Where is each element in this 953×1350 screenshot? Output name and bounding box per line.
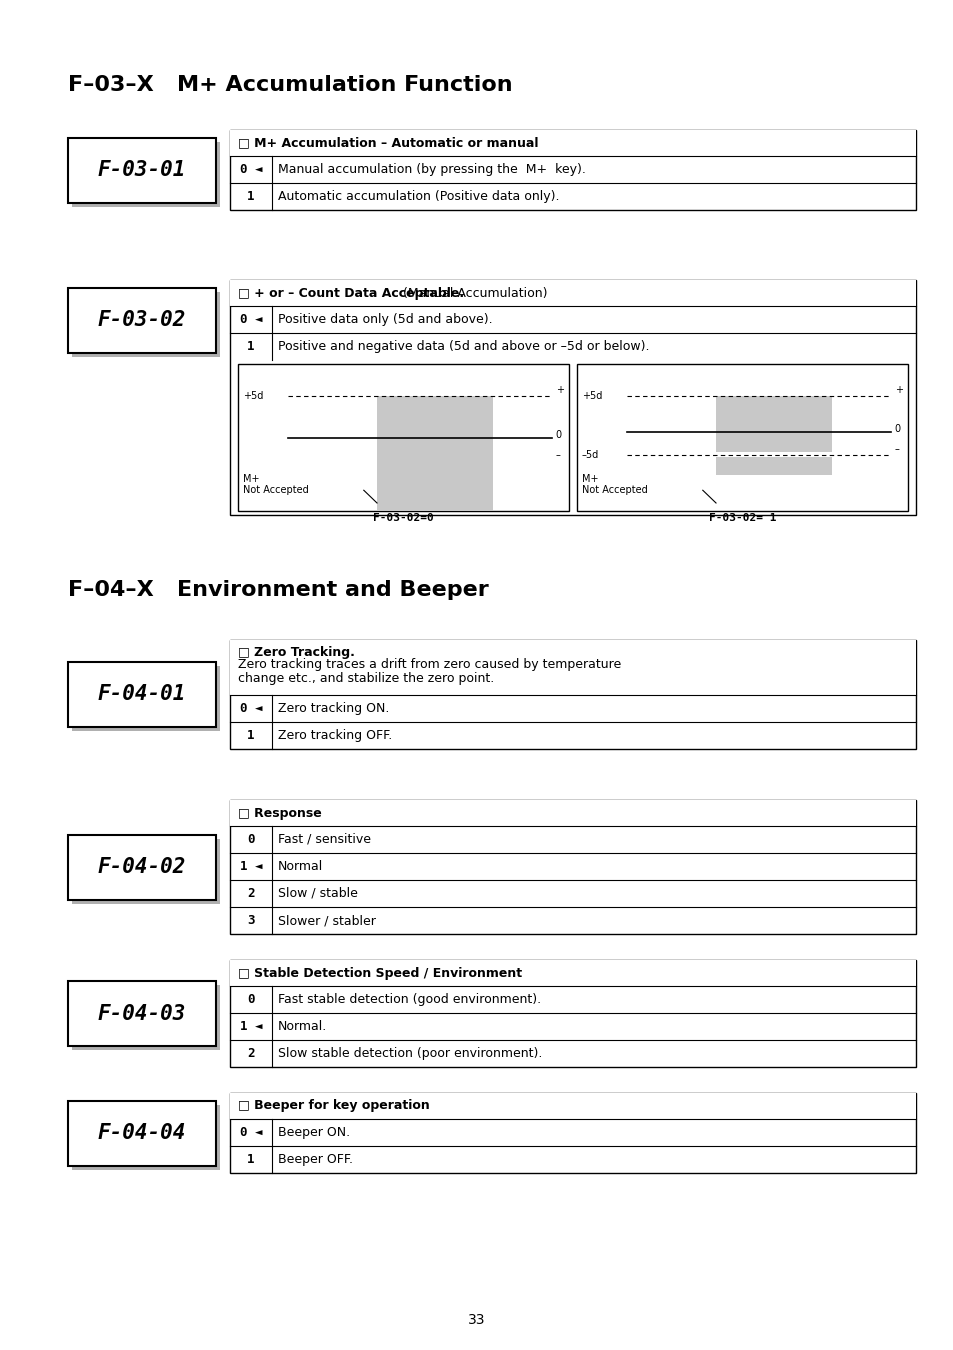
Text: M+: M+ xyxy=(243,474,259,485)
Text: 0 ◄: 0 ◄ xyxy=(239,313,262,325)
Text: Beeper OFF.: Beeper OFF. xyxy=(277,1153,353,1166)
Text: Positive data only (5d and above).: Positive data only (5d and above). xyxy=(277,313,492,325)
Text: Manual accumulation (by pressing the  M+  key).: Manual accumulation (by pressing the M+ … xyxy=(277,163,585,176)
Bar xyxy=(230,960,915,985)
Text: F-03-02: F-03-02 xyxy=(98,310,186,329)
Text: 2: 2 xyxy=(247,887,254,900)
Text: 1 ◄: 1 ◄ xyxy=(239,1021,262,1033)
Text: 0: 0 xyxy=(247,994,254,1006)
Bar xyxy=(230,130,915,157)
Text: (Manual Accumulation): (Manual Accumulation) xyxy=(398,286,547,300)
Text: 0 ◄: 0 ◄ xyxy=(239,163,262,176)
Text: Slower / stabler: Slower / stabler xyxy=(277,914,375,927)
Text: 0: 0 xyxy=(556,429,561,440)
Bar xyxy=(230,801,915,826)
Bar xyxy=(376,397,493,512)
Text: F-04-04: F-04-04 xyxy=(98,1123,186,1143)
Bar xyxy=(230,960,915,1066)
Bar xyxy=(230,1094,915,1173)
Bar xyxy=(716,458,831,475)
Text: □ Response: □ Response xyxy=(237,806,321,819)
Text: 0: 0 xyxy=(894,424,900,433)
Text: □ Zero Tracking.: □ Zero Tracking. xyxy=(237,647,355,659)
Text: 3: 3 xyxy=(247,914,254,927)
Bar xyxy=(68,834,215,899)
Text: Normal.: Normal. xyxy=(277,1021,327,1033)
Text: F-04-02: F-04-02 xyxy=(98,857,186,878)
Text: –: – xyxy=(556,450,560,460)
Text: 1 ◄: 1 ◄ xyxy=(239,860,262,873)
Text: F-03-02= 1: F-03-02= 1 xyxy=(708,513,776,522)
Bar xyxy=(230,1094,915,1119)
Text: F–03–X   M+ Accumulation Function: F–03–X M+ Accumulation Function xyxy=(68,76,512,95)
Text: 0 ◄: 0 ◄ xyxy=(239,702,262,716)
Text: Zero tracking traces a drift from zero caused by temperature: Zero tracking traces a drift from zero c… xyxy=(237,657,620,671)
Text: Not Accepted: Not Accepted xyxy=(243,485,309,495)
Text: □ + or – Count Data Acceptable.: □ + or – Count Data Acceptable. xyxy=(237,286,464,300)
Text: F-03-01: F-03-01 xyxy=(98,161,186,180)
Text: +5d: +5d xyxy=(581,392,601,401)
Bar xyxy=(71,986,220,1050)
Text: □ Beeper for key operation: □ Beeper for key operation xyxy=(237,1099,429,1112)
Text: 1: 1 xyxy=(247,1153,254,1166)
Text: □ Stable Detection Speed / Environment: □ Stable Detection Speed / Environment xyxy=(237,967,521,980)
Text: 1: 1 xyxy=(247,340,254,352)
Text: 1: 1 xyxy=(247,190,254,202)
Bar xyxy=(230,279,915,306)
Text: Beeper ON.: Beeper ON. xyxy=(277,1126,350,1139)
Text: 2: 2 xyxy=(247,1048,254,1060)
Text: F-04-03: F-04-03 xyxy=(98,1003,186,1023)
Text: –: – xyxy=(894,444,899,454)
Bar xyxy=(68,1100,215,1165)
Bar xyxy=(230,130,915,211)
Text: Fast stable detection (good environment).: Fast stable detection (good environment)… xyxy=(277,994,540,1006)
Bar xyxy=(71,292,220,356)
Bar xyxy=(68,138,215,202)
Text: +: + xyxy=(894,386,902,396)
Bar xyxy=(230,801,915,934)
Text: Zero tracking OFF.: Zero tracking OFF. xyxy=(277,729,392,742)
Text: Slow / stable: Slow / stable xyxy=(277,887,357,900)
Text: □ M+ Accumulation – Automatic or manual: □ M+ Accumulation – Automatic or manual xyxy=(237,136,537,150)
Bar xyxy=(71,1104,220,1169)
Text: +5d: +5d xyxy=(243,392,263,401)
Text: Positive and negative data (5d and above or –5d or below).: Positive and negative data (5d and above… xyxy=(277,340,649,352)
Bar xyxy=(230,640,915,749)
Bar xyxy=(237,364,568,512)
Text: M+: M+ xyxy=(581,474,598,485)
Bar xyxy=(230,279,915,514)
Bar xyxy=(716,397,831,452)
Bar xyxy=(577,364,907,512)
Text: +: + xyxy=(556,386,563,396)
Text: Fast / sensitive: Fast / sensitive xyxy=(277,833,371,846)
Bar xyxy=(71,142,220,207)
Bar xyxy=(68,288,215,352)
Text: F-04-01: F-04-01 xyxy=(98,684,186,705)
Text: Zero tracking ON.: Zero tracking ON. xyxy=(277,702,389,716)
Bar xyxy=(71,666,220,730)
Bar xyxy=(68,981,215,1046)
Text: –5d: –5d xyxy=(581,450,598,460)
Text: Slow stable detection (poor environment).: Slow stable detection (poor environment)… xyxy=(277,1048,542,1060)
Bar xyxy=(71,838,220,903)
Text: F–04–X   Environment and Beeper: F–04–X Environment and Beeper xyxy=(68,580,488,599)
Bar xyxy=(230,640,915,695)
Bar xyxy=(68,662,215,728)
Text: 0: 0 xyxy=(247,833,254,846)
Text: change etc., and stabilize the zero point.: change etc., and stabilize the zero poin… xyxy=(237,672,494,684)
Text: Automatic accumulation (Positive data only).: Automatic accumulation (Positive data on… xyxy=(277,190,558,202)
Text: F-03-02=0: F-03-02=0 xyxy=(373,513,434,522)
Text: Not Accepted: Not Accepted xyxy=(581,485,647,495)
Text: 33: 33 xyxy=(468,1314,485,1327)
Text: 0 ◄: 0 ◄ xyxy=(239,1126,262,1139)
Text: 1: 1 xyxy=(247,729,254,742)
Text: Normal: Normal xyxy=(277,860,323,873)
